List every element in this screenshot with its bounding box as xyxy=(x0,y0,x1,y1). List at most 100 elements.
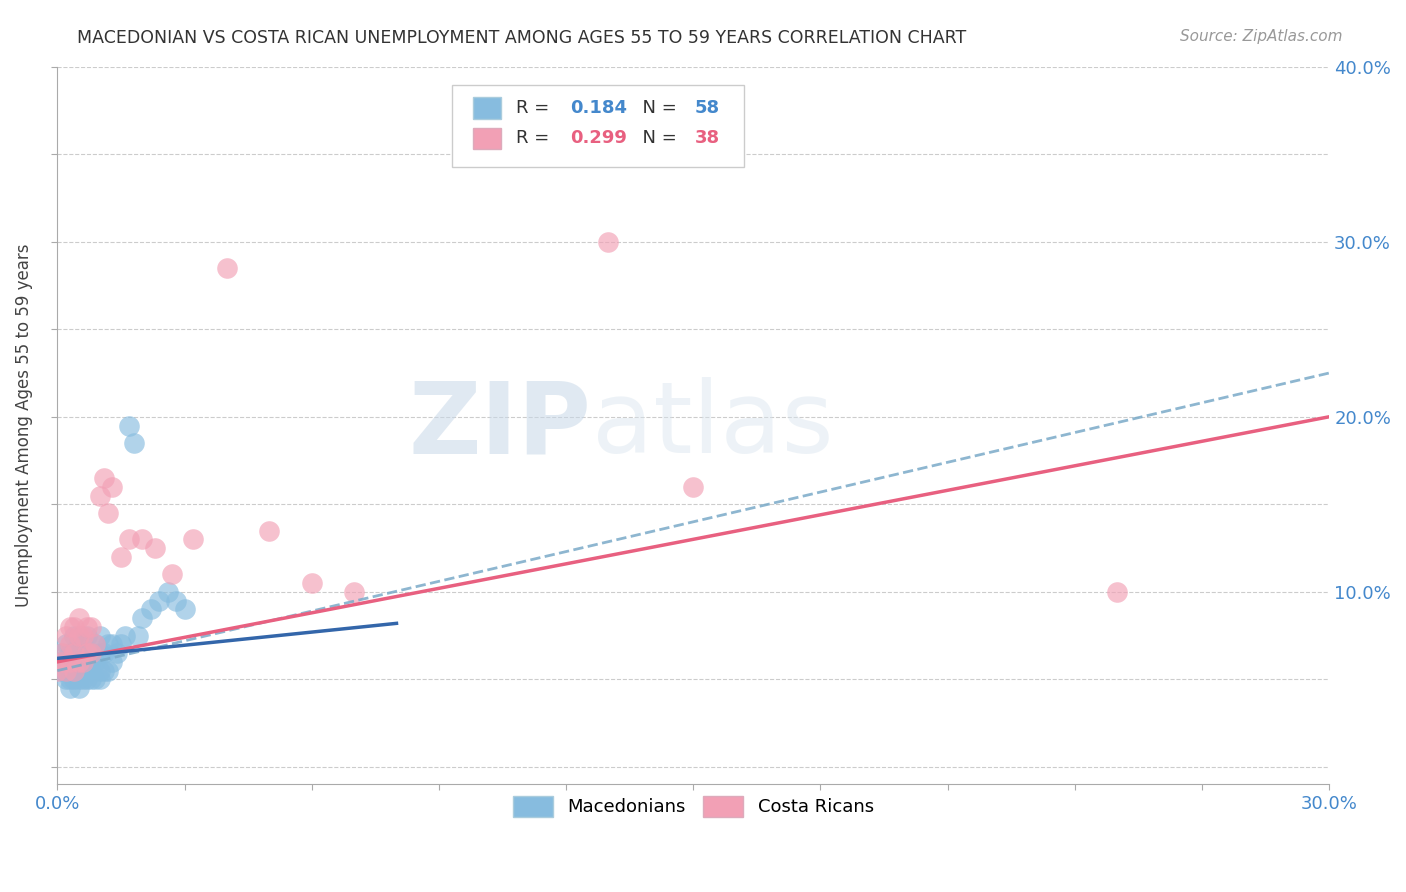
Point xyxy=(89,664,111,678)
Point xyxy=(131,533,153,547)
Point xyxy=(51,664,73,678)
Point xyxy=(67,655,90,669)
Y-axis label: Unemployment Among Ages 55 to 59 years: Unemployment Among Ages 55 to 59 years xyxy=(15,244,32,607)
Point xyxy=(59,681,82,695)
Point xyxy=(80,655,103,669)
Point xyxy=(80,664,103,678)
Text: N =: N = xyxy=(631,99,682,117)
Point xyxy=(101,480,124,494)
Point xyxy=(55,637,77,651)
Point xyxy=(76,646,98,660)
Point xyxy=(67,646,90,660)
Point xyxy=(97,506,120,520)
Point xyxy=(118,418,141,433)
Point xyxy=(59,620,82,634)
Point xyxy=(72,637,94,651)
Point xyxy=(343,584,366,599)
Point xyxy=(122,436,145,450)
Point xyxy=(67,637,90,651)
Point xyxy=(67,681,90,695)
Point xyxy=(76,673,98,687)
Point xyxy=(63,655,86,669)
Point xyxy=(55,655,77,669)
Point xyxy=(59,646,82,660)
Point xyxy=(89,646,111,660)
Point xyxy=(160,567,183,582)
Point xyxy=(101,637,124,651)
Point xyxy=(80,620,103,634)
Point xyxy=(63,620,86,634)
Point xyxy=(59,655,82,669)
FancyBboxPatch shape xyxy=(474,128,501,149)
Legend: Macedonians, Costa Ricans: Macedonians, Costa Ricans xyxy=(503,787,883,826)
Text: 38: 38 xyxy=(695,129,720,147)
Point xyxy=(63,664,86,678)
Point xyxy=(105,646,128,660)
Text: R =: R = xyxy=(516,99,555,117)
Point xyxy=(181,533,204,547)
Point xyxy=(72,655,94,669)
Point xyxy=(1107,584,1129,599)
Point xyxy=(110,549,132,564)
Point xyxy=(118,533,141,547)
Point xyxy=(143,541,166,555)
Point xyxy=(84,655,107,669)
Point xyxy=(72,664,94,678)
Point xyxy=(55,673,77,687)
Point xyxy=(84,637,107,651)
Point xyxy=(55,664,77,678)
Point xyxy=(51,655,73,669)
Point xyxy=(59,664,82,678)
Point xyxy=(139,602,162,616)
Point xyxy=(101,655,124,669)
Point xyxy=(67,655,90,669)
Point xyxy=(93,646,115,660)
Text: ZIP: ZIP xyxy=(409,377,592,474)
Point xyxy=(156,584,179,599)
Point xyxy=(682,480,704,494)
Point xyxy=(173,602,195,616)
Point xyxy=(67,611,90,625)
Text: N =: N = xyxy=(631,129,682,147)
Point xyxy=(89,673,111,687)
Point xyxy=(51,646,73,660)
Point xyxy=(72,629,94,643)
Point xyxy=(76,629,98,643)
Text: MACEDONIAN VS COSTA RICAN UNEMPLOYMENT AMONG AGES 55 TO 59 YEARS CORRELATION CHA: MACEDONIAN VS COSTA RICAN UNEMPLOYMENT A… xyxy=(77,29,966,46)
Point xyxy=(80,646,103,660)
Text: 0.299: 0.299 xyxy=(569,129,627,147)
Point xyxy=(63,673,86,687)
Point xyxy=(46,655,69,669)
Point xyxy=(131,611,153,625)
Point xyxy=(127,629,149,643)
Text: 58: 58 xyxy=(695,99,720,117)
Point xyxy=(165,593,187,607)
FancyBboxPatch shape xyxy=(474,97,501,119)
Point xyxy=(97,637,120,651)
Point xyxy=(67,673,90,687)
Point xyxy=(63,664,86,678)
Point xyxy=(76,620,98,634)
Point xyxy=(89,489,111,503)
Point xyxy=(76,664,98,678)
Text: R =: R = xyxy=(516,129,555,147)
Point xyxy=(51,655,73,669)
Point xyxy=(93,664,115,678)
Point xyxy=(67,629,90,643)
Point xyxy=(72,655,94,669)
Text: atlas: atlas xyxy=(592,377,834,474)
Point xyxy=(51,646,73,660)
Point xyxy=(148,593,170,607)
Point xyxy=(80,646,103,660)
Point xyxy=(114,629,136,643)
Point xyxy=(80,673,103,687)
Point xyxy=(84,673,107,687)
Point xyxy=(259,524,281,538)
Point xyxy=(84,637,107,651)
Point xyxy=(59,673,82,687)
Point xyxy=(598,235,620,249)
Point xyxy=(301,576,323,591)
Point xyxy=(55,629,77,643)
Point xyxy=(46,664,69,678)
Point xyxy=(76,646,98,660)
